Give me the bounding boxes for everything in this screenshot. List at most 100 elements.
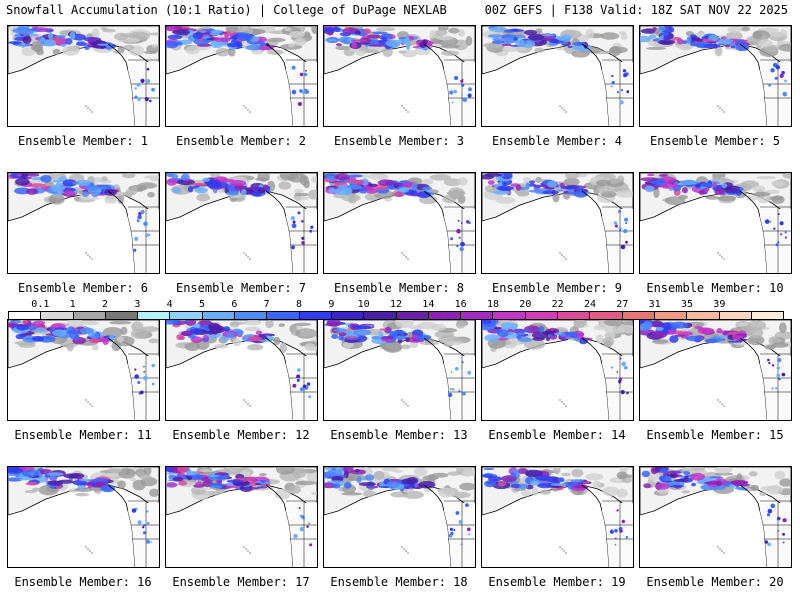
colorbar-label: 5 [198,299,206,310]
colorbar-swatch [170,312,203,319]
colorbar-swatch [396,312,429,319]
colorbar-swatch [558,312,591,319]
colorbar-swatch [719,312,752,319]
ensemble-panel [481,466,634,568]
snowfall-map [166,320,317,420]
colorbar-label: 0.1 [31,299,50,310]
colorbar-swatch [751,312,784,319]
ensemble-member-label: Ensemble Member: 6 [17,281,149,295]
ensemble-member-label: Ensemble Member: 5 [649,134,781,148]
snowfall-map [482,173,633,273]
colorbar-swatch [525,312,559,319]
ensemble-panel [165,172,318,274]
snowfall-map [166,26,317,126]
ensemble-panel [639,172,792,274]
ensemble-member-label: Ensemble Member: 18 [330,575,468,589]
ensemble-panel [481,25,634,127]
ensemble-panel [7,25,160,127]
ensemble-member-label: Ensemble Member: 4 [491,134,623,148]
colorbar-label: 18 [486,299,500,310]
snowfall-map [640,173,791,273]
ensemble-panel [481,172,634,274]
colorbar-swatch [202,312,236,319]
colorbar-swatch [138,312,171,319]
ensemble-member-label: Ensemble Member: 3 [333,134,465,148]
snowfall-map [640,467,791,567]
colorbar-swatch [235,312,268,319]
colorbar-swatch [590,312,623,319]
colorbar-label: 6 [231,299,238,310]
ensemble-panel [323,172,476,274]
ensemble-member-label: Ensemble Member: 10 [646,281,784,295]
colorbar-swatch [299,312,332,319]
ensemble-member-label: Ensemble Member: 13 [330,428,468,442]
ensemble-member-label: Ensemble Member: 14 [488,428,626,442]
snowfall-map [8,320,159,420]
ensemble-member-label: Ensemble Member: 11 [14,428,152,442]
map-title: Snowfall Accumulation (10:1 Ratio) | Col… [6,3,447,17]
snowfall-map [482,320,633,420]
colorbar-swatch [9,312,42,319]
colorbar-swatch [428,312,462,319]
colorbar-label: 10 [357,299,370,310]
ensemble-member-label: Ensemble Member: 20 [646,575,784,589]
ensemble-panel [323,25,476,127]
ensemble-member-label: Ensemble Member: 17 [172,575,310,589]
snowfall-map [324,467,475,567]
colorbar-label: 3 [134,299,141,310]
colorbar-swatch [267,312,300,319]
ensemble-member-label: Ensemble Member: 15 [646,428,784,442]
snowfall-map [8,26,159,126]
ensemble-panel [481,319,634,421]
colorbar-label: 2 [101,299,109,310]
ensemble-member-label: Ensemble Member: 16 [14,575,152,589]
colorbar-label: 9 [328,299,335,310]
colorbar-swatches [8,311,784,320]
colorbar-swatch [493,312,526,319]
ensemble-panel [165,319,318,421]
colorbar-swatch [364,312,397,319]
colorbar-swatch [461,312,494,319]
colorbar-swatch [687,312,720,319]
colorbar-label: 24 [583,299,597,310]
snowfall-map [8,467,159,567]
snowfall-map [482,26,633,126]
ensemble-member-label: Ensemble Member: 7 [175,281,307,295]
snowfall-map [324,26,475,126]
colorbar-label: 1 [69,299,76,310]
snowfall-map [640,26,791,126]
colorbar-label: 14 [422,299,435,310]
valid-time: 00Z GEFS | F138 Valid: 18Z SAT NOV 22 20… [484,3,788,17]
colorbar-label: 7 [263,299,270,310]
colorbar-labels: 0.1 1 2 3 4 5 6 7 8 9 10 12 14 16 18 20 22 24 27 31 35 39 [8,299,784,311]
snowfall-map [324,320,475,420]
colorbar-swatch [331,312,365,319]
ensemble-member-label: Ensemble Member: 2 [175,134,307,148]
snowfall-map [640,320,791,420]
colorbar-swatch [654,312,688,319]
colorbar-label: 31 [648,299,661,310]
colorbar-label: 4 [166,299,173,310]
ensemble-panel [323,466,476,568]
colorbar-swatch [73,312,106,319]
snowfall-map [166,467,317,567]
ensemble-panel [323,319,476,421]
ensemble-panel [165,466,318,568]
ensemble-panel [7,319,160,421]
ensemble-member-label: Ensemble Member: 12 [172,428,310,442]
colorbar-swatch [41,312,74,319]
ensemble-panel [7,172,160,274]
ensemble-panel [165,25,318,127]
ensemble-panel [639,319,792,421]
snowfall-map [166,173,317,273]
colorbar-legend: 0.1 1 2 3 4 5 6 7 8 9 10 12 14 16 18 20 22 24 27 31 35 39 [8,299,784,320]
snowfall-map [482,467,633,567]
colorbar-label: 12 [389,299,403,310]
ensemble-member-label: Ensemble Member: 8 [333,281,465,295]
colorbar-swatch [622,312,655,319]
snowfall-map [324,173,475,273]
snowfall-map [8,173,159,273]
ensemble-panel [639,466,792,568]
ensemble-member-label: Ensemble Member: 1 [17,134,149,148]
colorbar-label: 39 [713,299,726,310]
